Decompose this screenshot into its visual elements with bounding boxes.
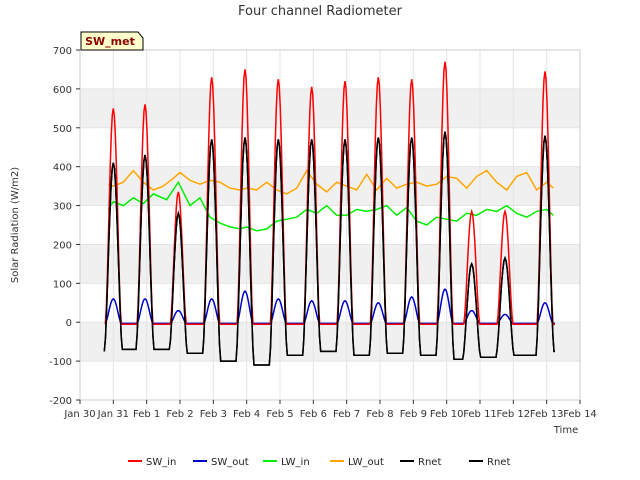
legend: SW_in SW_out LW_in LW_out Rnet Rnet bbox=[128, 457, 510, 468]
x-tick-label: Feb 6 bbox=[300, 409, 327, 420]
x-tick-label: Feb 5 bbox=[266, 409, 293, 420]
x-tick-label: Feb 4 bbox=[233, 409, 260, 420]
y-tick-label: 100 bbox=[53, 279, 72, 290]
y-tick-label: 300 bbox=[53, 202, 72, 213]
background-band bbox=[80, 166, 580, 206]
x-tick-label: Feb 1 bbox=[133, 409, 160, 420]
background-band bbox=[80, 322, 580, 362]
plot-frame bbox=[79, 49, 581, 401]
x-axis-label: Time bbox=[553, 425, 578, 436]
x-tick-label: Feb 13 bbox=[530, 409, 564, 420]
y-tick-label: -100 bbox=[49, 357, 72, 368]
x-tick-label: Feb 2 bbox=[166, 409, 193, 420]
x-tick-label: Feb 8 bbox=[366, 409, 393, 420]
x-tick-label: Feb 12 bbox=[497, 409, 531, 420]
x-tick-label: Feb 9 bbox=[400, 409, 427, 420]
background-band bbox=[80, 283, 580, 323]
x-tick-label: Feb 11 bbox=[463, 409, 497, 420]
series-line-lw-in bbox=[107, 180, 554, 232]
y-axis-label: Solar Radiation (W/m2) bbox=[10, 167, 21, 283]
y-tick-label: 200 bbox=[53, 240, 72, 251]
series-layer bbox=[103, 61, 555, 366]
x-tick-label: Jan 31 bbox=[97, 409, 129, 420]
x-tick-label: Feb 3 bbox=[200, 409, 227, 420]
legend-label: LW_out bbox=[348, 457, 384, 468]
legend-label: SW_out bbox=[211, 457, 249, 468]
y-tick-label: 500 bbox=[53, 124, 72, 135]
x-tick-label: Feb 10 bbox=[430, 409, 464, 420]
y-tick-label: 700 bbox=[53, 46, 72, 57]
background-band bbox=[80, 361, 580, 400]
x-tick-label: Feb 14 bbox=[563, 409, 597, 420]
y-tick-label: 600 bbox=[53, 85, 72, 96]
series-line-lw-out bbox=[108, 169, 554, 195]
x-tick-label: Jan 30 bbox=[63, 409, 95, 420]
y-axis-ticks: -200 -100 0 100 200 300 400 500 600 700 bbox=[49, 46, 80, 407]
legend-label: Rnet bbox=[418, 457, 441, 468]
legend-label: LW_in bbox=[281, 457, 310, 468]
y-tick-label: -200 bbox=[49, 396, 72, 407]
site-badge-box bbox=[80, 31, 144, 51]
x-tick-label: Feb 7 bbox=[333, 409, 360, 420]
site-badge: SW_met bbox=[80, 31, 144, 51]
y-tick-label: 400 bbox=[53, 163, 72, 174]
site-badge-label: SW_met bbox=[85, 35, 135, 48]
background-bands bbox=[80, 50, 580, 400]
background-band bbox=[80, 88, 580, 128]
legend-label: Rnet bbox=[487, 457, 510, 468]
background-band bbox=[80, 50, 580, 89]
background-band bbox=[80, 244, 580, 284]
chart-title: Four channel Radiometer bbox=[238, 4, 403, 19]
y-tick-label: 0 bbox=[66, 318, 72, 329]
series-line-rnet bbox=[103, 131, 555, 366]
x-axis-ticks: Jan 30 Jan 31 Feb 1 Feb 2 Feb 3 Feb 4 Feb 5 Feb… bbox=[63, 400, 597, 420]
background-band bbox=[80, 127, 580, 167]
legend-label: SW_in bbox=[146, 457, 176, 468]
